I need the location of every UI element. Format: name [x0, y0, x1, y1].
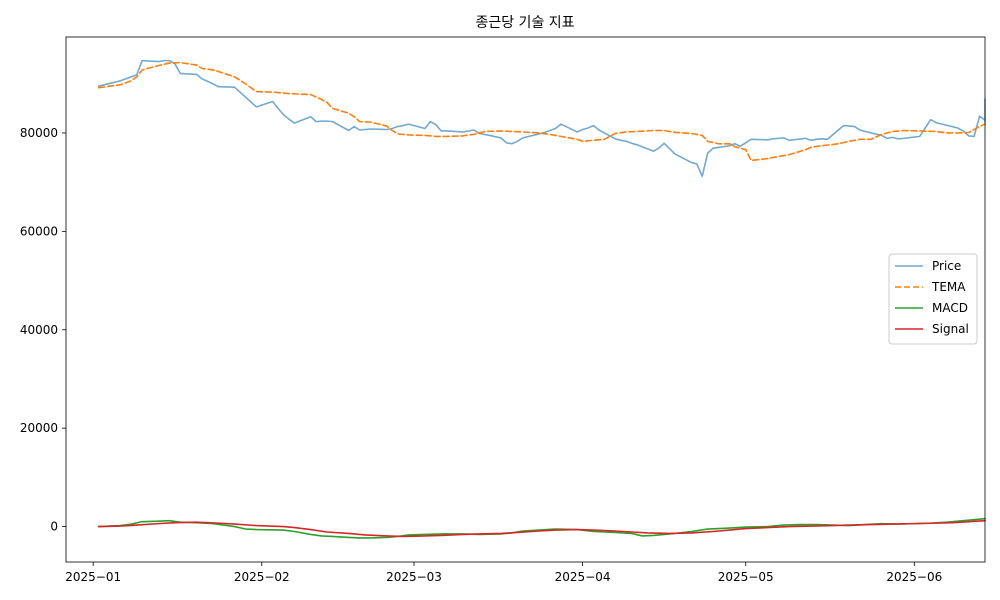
y-tick-label: 20000: [20, 421, 58, 435]
legend-label-price: Price: [932, 259, 961, 273]
plot-frame: [65, 36, 986, 563]
series-layer: [97, 59, 986, 539]
series-line-signal: [97, 519, 986, 538]
y-tick-label: 40000: [20, 323, 58, 337]
x-tick-label: 2025−04: [555, 570, 611, 584]
series-line-price: [97, 59, 986, 178]
x-tick-label: 2025−05: [718, 570, 774, 584]
axes-layer: 2025−01 2025−02 2025−03 2025−04 2025−05 2025−…: [20, 36, 986, 584]
x-tick-label: 2025−01: [65, 570, 121, 584]
x-tick-label: 2025−02: [234, 570, 290, 584]
legend: Price TEMA MACD Signal: [888, 253, 978, 345]
legend-box: [888, 253, 978, 345]
legend-label-signal: Signal: [932, 322, 969, 336]
x-tick-label: 2025−03: [386, 570, 442, 584]
y-tick-label: 0: [50, 520, 58, 534]
y-tick-label: 60000: [20, 224, 58, 238]
x-tick-label: 2025−06: [886, 570, 942, 584]
legend-label-tema: TEMA: [931, 280, 966, 294]
y-tick-label: 80000: [20, 126, 58, 140]
chart-title: 종근당 기술 지표: [475, 15, 574, 31]
series-line-tema: [97, 61, 986, 162]
legend-label-macd: MACD: [932, 301, 968, 315]
